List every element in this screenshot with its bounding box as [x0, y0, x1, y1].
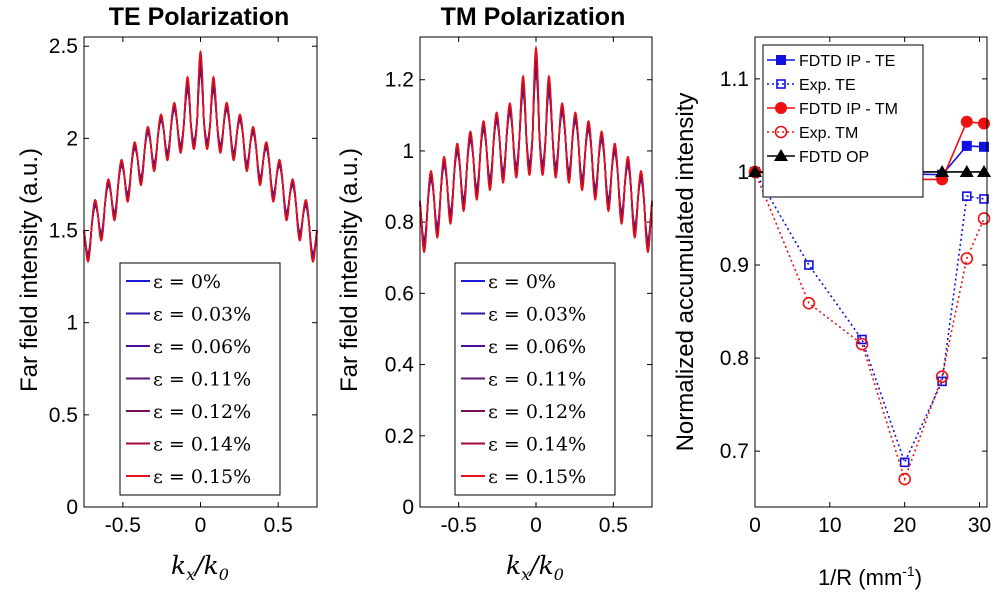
- y-tick-label: 0.5: [49, 404, 78, 427]
- legend-label: ε = 0.14%: [153, 434, 251, 456]
- plot-frame: [754, 36, 988, 508]
- plot-frame: [83, 36, 318, 508]
- legend-label: FDTD IP - TE: [799, 53, 895, 70]
- legend-label: ε = 0.12%: [153, 401, 251, 423]
- y-tick-label: 0.6: [385, 282, 414, 305]
- x-tick-label: 0.5: [264, 514, 293, 537]
- panel-title: TE Polarization: [109, 3, 290, 31]
- y-tick-label: 1: [402, 140, 414, 163]
- legend-label: ε = 0.12%: [488, 401, 586, 423]
- data-point-marker: [979, 141, 990, 152]
- x-axis-label: kx/k0: [171, 551, 229, 584]
- data-point-marker: [978, 117, 991, 130]
- legend-label: ε = 0%: [488, 271, 556, 293]
- legend-label: FDTD OP: [799, 149, 869, 166]
- panel-tm: TM Polarization Far field intensity (a.u…: [336, 3, 653, 584]
- y-axis-label: Far field intensity (a.u.): [336, 148, 363, 392]
- data-point-marker: [804, 260, 814, 270]
- legend-label: ε = 0.06%: [153, 336, 251, 358]
- data-point-marker: [855, 337, 869, 351]
- legend-label: ε = 0.14%: [488, 434, 586, 456]
- x-tick-label: 30: [968, 514, 991, 537]
- x-tick-label: 20: [893, 514, 916, 537]
- x-axis-label: 1/R (mm-1): [818, 563, 922, 590]
- series-line: [83, 67, 318, 256]
- series-line: [419, 54, 653, 250]
- y-axis-label: Far field intensity (a.u.): [16, 148, 43, 392]
- series-line: [83, 56, 318, 260]
- legend-label: ε = 0.15%: [153, 466, 251, 488]
- y-tick-label: 0.2: [385, 425, 414, 448]
- legend-label: ε = 0.11%: [153, 369, 251, 391]
- y-tick-label: 0.8: [385, 211, 414, 234]
- y-tick-label: 1: [737, 161, 749, 184]
- x-tick-label: 0: [749, 514, 761, 537]
- x-axis-label: kx/k0: [506, 551, 564, 584]
- panel-title: TM Polarization: [441, 3, 626, 31]
- x-tick-label: 0: [195, 514, 207, 537]
- series-line: [83, 63, 318, 257]
- x-tick-label: 0: [530, 514, 542, 537]
- data-point-marker: [960, 252, 974, 265]
- data-point-marker: [774, 149, 788, 161]
- legend-label: FDTD IP - TM: [799, 101, 898, 118]
- data-point-marker: [979, 194, 989, 204]
- y-tick-label: 1.5: [49, 220, 78, 243]
- y-tick-label: 1.1: [720, 68, 749, 91]
- data-point-marker: [935, 164, 950, 177]
- legend-label: ε = 0.03%: [488, 304, 586, 326]
- legend-label: ε = 0.11%: [488, 369, 586, 391]
- panel-te: TE Polarization Far field intensity (a.u…: [16, 3, 318, 584]
- data-point-marker: [961, 191, 972, 201]
- plot-frame: [419, 36, 653, 508]
- y-tick-label: 0: [402, 496, 414, 519]
- y-tick-label: 0.7: [720, 440, 749, 463]
- y-tick-label: 2.5: [49, 35, 78, 58]
- panel-accumulated: Normalized accumulated intensity 0 10 20 30…: [672, 36, 992, 590]
- data-point-marker: [776, 55, 786, 65]
- legend-label: Exp. TE: [799, 77, 856, 94]
- data-point-marker: [898, 472, 911, 486]
- data-point-marker: [899, 457, 910, 468]
- data-point-marker: [774, 125, 788, 139]
- series-line: [754, 171, 985, 465]
- data-point-marker: [961, 140, 972, 151]
- data-point-marker: [802, 296, 816, 310]
- x-tick-label: 0.5: [599, 514, 628, 537]
- data-point-marker: [977, 212, 991, 225]
- legend-label: Exp. TM: [799, 125, 858, 142]
- series-line: [83, 70, 318, 255]
- legend-label: ε = 0.03%: [153, 304, 251, 326]
- data-point-marker: [977, 164, 992, 177]
- x-tick-label: 10: [818, 514, 841, 537]
- data-point-marker: [959, 164, 974, 177]
- series-line: [83, 53, 318, 262]
- series-line: [754, 171, 985, 482]
- y-tick-label: 0.4: [385, 354, 415, 377]
- x-tick-label: -0.5: [441, 514, 477, 537]
- y-tick-label: 0: [66, 496, 78, 519]
- series-line: [419, 49, 653, 252]
- legend-box: [762, 44, 924, 198]
- y-tick-label: 0.8: [720, 347, 749, 370]
- data-point-marker: [776, 79, 786, 89]
- data-point-marker: [935, 370, 949, 384]
- data-point-marker: [775, 102, 787, 114]
- y-tick-label: 0.9: [720, 254, 749, 277]
- series-line: [83, 60, 318, 259]
- y-axis-label: Normalized accumulated intensity: [672, 93, 699, 452]
- y-tick-label: 1.2: [385, 69, 414, 92]
- x-tick-label: -0.5: [105, 514, 141, 537]
- y-tick-label: 1: [66, 312, 78, 335]
- data-point-marker: [960, 115, 973, 128]
- legend-label: ε = 0%: [153, 271, 221, 293]
- series-line: [83, 49, 318, 263]
- legend-label: ε = 0.15%: [488, 466, 586, 488]
- legend-label: ε = 0.06%: [488, 336, 586, 358]
- y-tick-label: 2: [66, 127, 78, 150]
- series-line: [419, 45, 653, 254]
